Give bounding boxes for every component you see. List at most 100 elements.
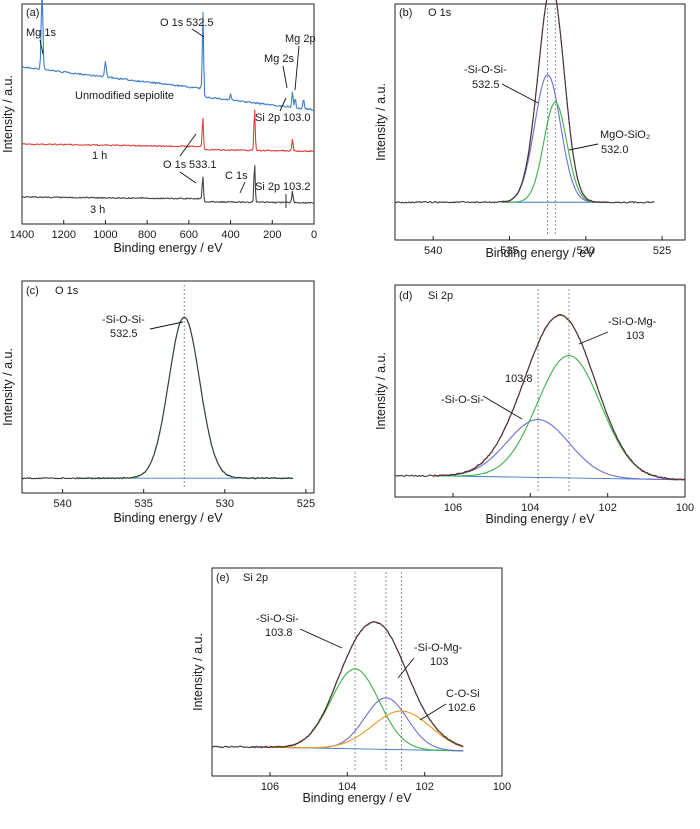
panel-a-ticks: 1400 1200 1000 800 600 400 200 0 xyxy=(10,220,317,241)
ann-b-mgo-value: 532.0 xyxy=(601,144,629,156)
arrow-c-sioxsi xyxy=(149,321,184,330)
panel-b-ylabel: Intensity / a.u. xyxy=(374,83,388,161)
ann-mg2s: Mg 2s xyxy=(264,53,294,65)
survey-trace-1h xyxy=(21,109,315,153)
arrow-c1s xyxy=(239,181,246,194)
x-tick-label: 400 xyxy=(221,229,239,241)
ann-e-cosi: C-O-Si xyxy=(446,688,480,700)
ann-o1s-mid: O 1s xyxy=(163,159,187,171)
component-peak-0 xyxy=(433,419,685,481)
component-peak-1 xyxy=(433,355,685,481)
panel-d-xlabel: Binding energy / eV xyxy=(485,512,595,526)
x-tick-label: 1400 xyxy=(10,229,34,241)
panel-d-frame xyxy=(394,284,686,498)
ann-d-sioxsi: -Si-O-Si- xyxy=(441,394,484,406)
ann-mg1s: Mg 1s xyxy=(26,27,56,39)
x-tick-label: 600 xyxy=(180,229,198,241)
panel-a: (a) 1400 1200 1000 800 600 400 200 0 Binding en… xyxy=(1,0,317,255)
ann-c-sioxsi: -Si-O-Si- xyxy=(102,314,145,326)
panel-e-plot xyxy=(212,572,464,772)
panel-c-ylabel: Intensity / a.u. xyxy=(1,348,15,426)
panel-b-plot xyxy=(394,0,655,236)
arrow-mg2s xyxy=(282,65,288,89)
panel-d-title: Si 2p xyxy=(428,290,453,302)
ann-b-sioxsi: -Si-O-Si- xyxy=(464,64,507,76)
component-peak-1 xyxy=(250,697,464,752)
arrow-o1s-low xyxy=(179,171,197,184)
panel-b-ticks: 540 535 530 525 xyxy=(424,236,671,257)
panel-d-ticks: 106 104 102 100 xyxy=(444,493,694,514)
component-peak-2 xyxy=(250,710,464,749)
x-tick-label: 525 xyxy=(297,498,315,510)
panel-c-frame xyxy=(21,280,315,494)
arrow-d-sioxsi xyxy=(482,395,523,420)
ann-o1s-top-value: 532.5 xyxy=(186,17,214,29)
panel-a-ylabel: Intensity / a.u. xyxy=(1,75,15,153)
x-tick-label: 106 xyxy=(444,502,462,514)
arrow-e-cosi xyxy=(419,703,447,721)
raw-spectrum xyxy=(394,0,655,204)
arrow-e-sioxsi xyxy=(299,628,343,649)
ann-e-siomg: -Si-O-Mg- xyxy=(414,642,463,654)
x-tick-label: 104 xyxy=(521,502,539,514)
ann-c1s: C 1s xyxy=(225,170,248,182)
panel-b-xlabel: Binding energy / eV xyxy=(485,246,595,260)
panel-b: (b) O 1s 540 535 530 525 Binding energy / e… xyxy=(374,0,686,260)
arrow-o1s-top xyxy=(191,28,205,38)
panel-b-label: (b) xyxy=(399,7,412,19)
x-tick-label: 100 xyxy=(676,502,694,514)
ann-d-sioxsi-value: 103.8 xyxy=(505,373,533,385)
panel-d: (d) Si 2p 106 104 102 100 Binding energy / … xyxy=(374,284,694,526)
x-tick-label: 104 xyxy=(338,781,356,793)
panel-c-plot xyxy=(21,285,293,489)
ann-b-sioxsi-value: 532.5 xyxy=(472,79,500,91)
raw-spectrum xyxy=(21,316,293,480)
ann-d-siomg: -Si-O-Mg- xyxy=(608,316,657,328)
component-peak-0 xyxy=(250,668,464,752)
series-label-unmodified: Unmodified sepiolite xyxy=(75,90,174,102)
series-label-3h: 3 h xyxy=(90,204,105,216)
panel-a-series xyxy=(21,0,315,204)
x-tick-label: 530 xyxy=(577,245,595,257)
panel-e-title: Si 2p xyxy=(243,572,268,584)
ann-si2p-low-value: 103.2 xyxy=(283,181,311,193)
panel-e-xlabel: Binding energy / eV xyxy=(302,791,412,805)
raw-spectrum xyxy=(395,313,685,481)
ann-si2p-low: Si 2p xyxy=(255,181,280,193)
ann-e-sioxsi-value: 103.8 xyxy=(265,627,293,639)
ann-si2p-top-value: 103.0 xyxy=(283,112,311,124)
x-tick-label: 525 xyxy=(653,245,671,257)
x-tick-label: 200 xyxy=(263,229,281,241)
panel-c-xlabel: Binding energy / eV xyxy=(113,511,223,525)
panel-d-plot xyxy=(395,289,686,493)
x-tick-label: 102 xyxy=(598,502,616,514)
x-tick-label: 1200 xyxy=(51,229,75,241)
panel-b-frame xyxy=(394,3,686,241)
x-tick-label: 530 xyxy=(216,498,234,510)
ann-b-mgo: MgO-SiO₂ xyxy=(600,129,650,141)
panel-e-label: (e) xyxy=(216,572,229,584)
x-tick-label: 540 xyxy=(53,498,71,510)
ann-e-siomg-value: 103 xyxy=(430,656,448,668)
panel-a-frame xyxy=(21,3,315,225)
survey-trace-unmodified xyxy=(21,0,315,111)
panel-e-ylabel: Intensity / a.u. xyxy=(191,633,205,711)
arrow-si2p-top xyxy=(279,97,287,112)
arrow-e-siomg xyxy=(397,657,415,679)
ann-e-cosi-value: 102.6 xyxy=(448,702,476,714)
panel-c-title: O 1s xyxy=(55,285,79,297)
x-tick-label: 800 xyxy=(138,229,156,241)
panel-d-label: (d) xyxy=(399,290,412,302)
arrow-b-mgo xyxy=(568,143,599,151)
panel-a-label: (a) xyxy=(26,7,39,19)
ann-e-sioxsi: -Si-O-Si- xyxy=(256,613,299,625)
x-tick-label: 0 xyxy=(311,229,317,241)
panel-c-ticks: 540 535 530 525 xyxy=(53,489,315,510)
survey-trace-3h xyxy=(21,164,315,204)
panel-c: (c) O 1s 540 535 530 525 Binding energy / e… xyxy=(1,280,315,525)
x-tick-label: 540 xyxy=(424,245,442,257)
arrow-o1s-mid xyxy=(179,133,197,157)
panel-e-frame xyxy=(211,567,503,777)
x-tick-label: 535 xyxy=(500,245,518,257)
